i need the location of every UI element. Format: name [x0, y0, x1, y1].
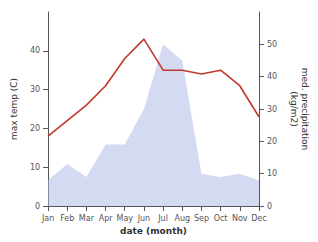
svg-text:10: 10 [267, 169, 277, 178]
svg-text:Feb: Feb [60, 214, 74, 223]
svg-text:0: 0 [35, 202, 40, 211]
svg-text:50: 50 [267, 40, 277, 49]
svg-text:0: 0 [267, 202, 272, 211]
svg-text:Oct: Oct [214, 214, 228, 223]
svg-text:med. precipitation: med. precipitation [300, 68, 310, 150]
svg-text:Aug: Aug [174, 214, 190, 223]
svg-text:Nov: Nov [232, 214, 248, 223]
svg-text:(kg/m2): (kg/m2) [289, 91, 299, 126]
svg-text:40: 40 [267, 72, 277, 81]
svg-text:40: 40 [30, 46, 40, 55]
svg-text:30: 30 [267, 105, 277, 114]
svg-text:10: 10 [30, 163, 40, 172]
svg-text:Mar: Mar [79, 214, 95, 223]
svg-text:max temp (C): max temp (C) [9, 78, 19, 140]
svg-text:Jun: Jun [137, 214, 151, 223]
svg-text:May: May [116, 214, 133, 223]
svg-text:Dec: Dec [251, 214, 266, 223]
svg-text:Jul: Jul [157, 214, 168, 223]
svg-text:date (month): date (month) [120, 226, 187, 236]
svg-text:Jan: Jan [41, 214, 54, 223]
svg-text:20: 20 [30, 124, 40, 133]
svg-text:20: 20 [267, 137, 277, 146]
svg-text:Apr: Apr [99, 214, 114, 223]
svg-text:Sep: Sep [194, 214, 209, 223]
svg-text:30: 30 [30, 85, 40, 94]
